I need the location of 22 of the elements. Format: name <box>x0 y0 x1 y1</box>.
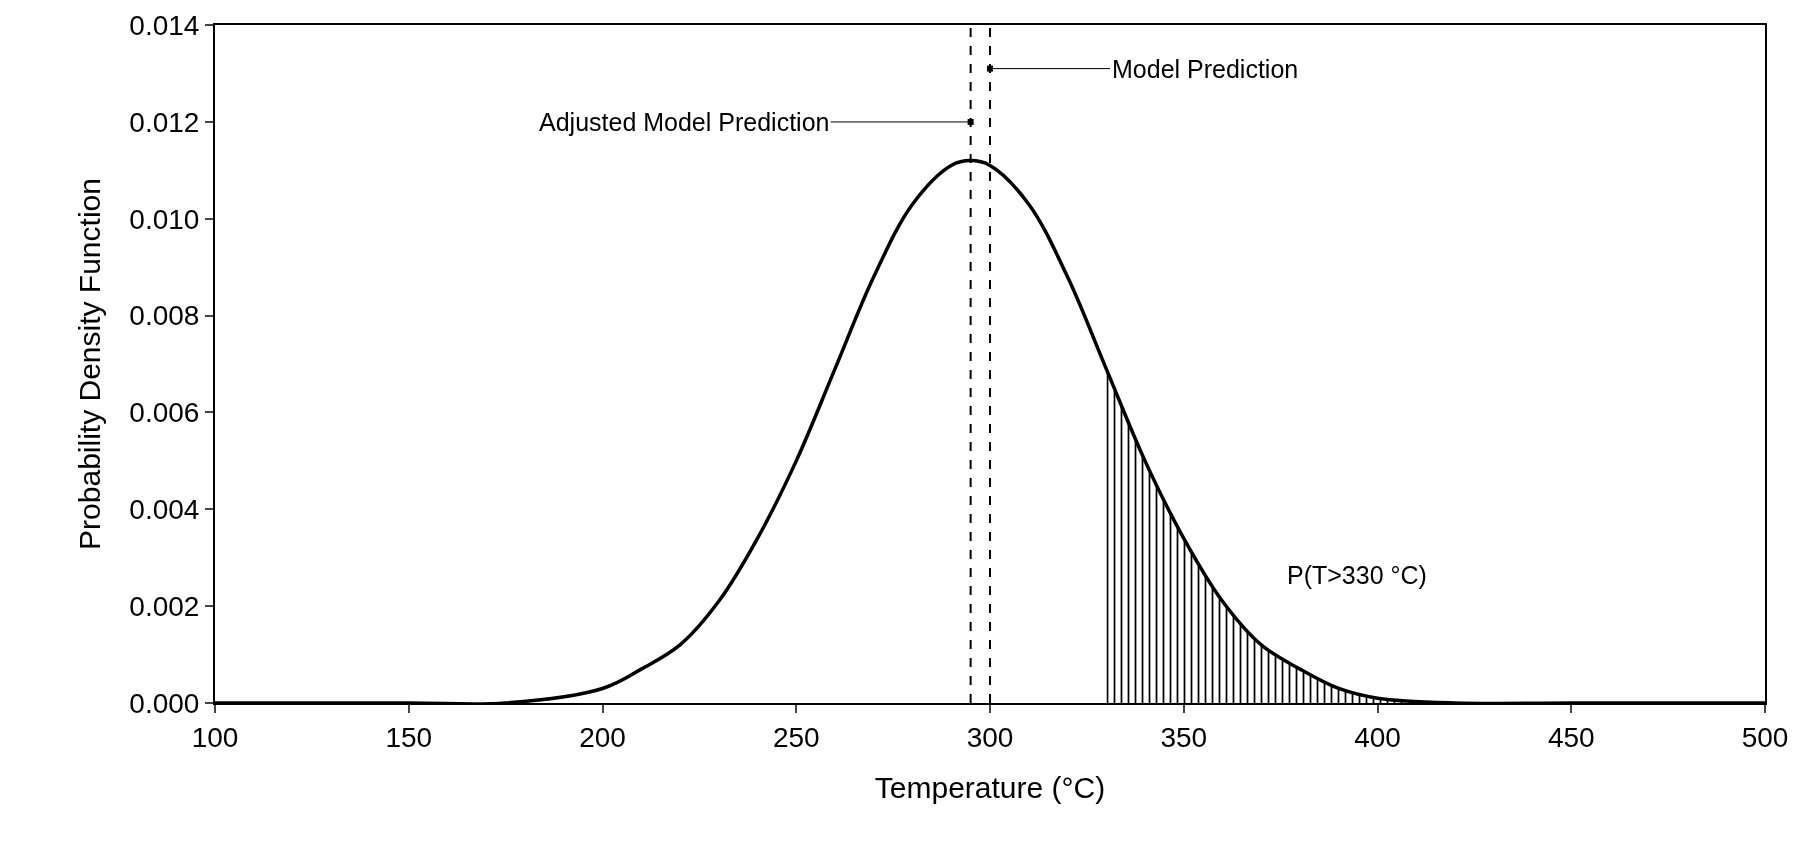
ref-line-label: Adjusted Model Prediction <box>539 108 830 136</box>
x-tick-label: 250 <box>772 721 820 753</box>
x-tick-label: 500 <box>1741 721 1789 753</box>
y-tick-label: 0.012 <box>129 106 200 138</box>
x-tick-label: 200 <box>579 721 626 753</box>
annotation: P(T>330 °C) <box>1287 561 1427 589</box>
y-tick-label: 0.004 <box>129 494 200 526</box>
x-tick-label: 400 <box>1354 721 1401 753</box>
y-tick-label: 0.002 <box>129 590 200 622</box>
x-tick-label: 300 <box>966 721 1014 753</box>
y-axis-title: Probability Density Function <box>72 178 106 550</box>
y-tick-label: 0.006 <box>129 397 200 429</box>
x-tick-label: 100 <box>191 721 239 753</box>
y-tick-label: 0.008 <box>129 300 200 332</box>
y-tick-label: 0.000 <box>129 687 200 719</box>
x-tick-label: 450 <box>1547 721 1595 753</box>
y-tick-label: 0.014 <box>129 9 200 41</box>
x-tick-label: 150 <box>385 721 433 753</box>
x-axis-title: Temperature (°C) <box>874 770 1106 804</box>
ref-line-label: Model Prediction <box>1112 55 1299 83</box>
x-tick-label: 350 <box>1160 721 1208 753</box>
y-tick-label: 0.010 <box>129 203 200 235</box>
